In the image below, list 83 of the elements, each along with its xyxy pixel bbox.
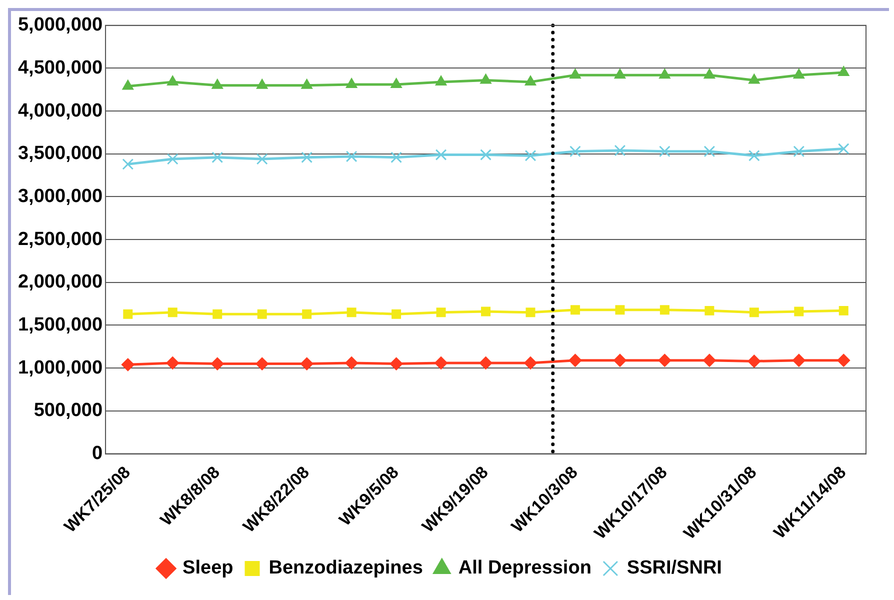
point <box>838 66 850 76</box>
y-tick-label: 5,000,000 <box>18 14 103 36</box>
point <box>256 78 268 89</box>
point <box>479 356 492 370</box>
point <box>302 309 312 319</box>
point <box>390 78 402 88</box>
point <box>256 153 268 165</box>
point <box>435 149 447 160</box>
point <box>568 354 582 367</box>
point <box>168 308 178 318</box>
point <box>122 158 134 170</box>
point <box>166 75 178 86</box>
point <box>570 68 581 79</box>
point <box>346 308 356 318</box>
y-tick-label: 3,000,000 <box>18 186 103 207</box>
legend-label: SSRI/SNRI <box>626 558 722 579</box>
point <box>704 68 716 79</box>
point <box>524 75 536 86</box>
point <box>122 80 134 90</box>
point <box>613 354 626 367</box>
point <box>702 354 716 367</box>
point <box>658 354 672 367</box>
point <box>435 75 447 86</box>
point <box>704 306 714 316</box>
y-tick-label: 1,000,000 <box>18 357 103 378</box>
point <box>166 153 178 165</box>
point <box>390 357 403 370</box>
point <box>434 356 448 370</box>
point <box>792 354 806 367</box>
point <box>704 146 716 158</box>
point <box>838 306 848 316</box>
point <box>793 146 805 158</box>
point <box>301 152 313 164</box>
point <box>390 152 402 164</box>
y-tick-label: 4,000,000 <box>18 100 103 122</box>
point <box>660 305 670 315</box>
point <box>748 354 761 368</box>
point <box>838 143 850 154</box>
point <box>614 144 626 156</box>
point <box>794 306 804 316</box>
point <box>346 78 358 88</box>
point <box>570 146 581 158</box>
point <box>123 309 133 319</box>
point <box>210 357 224 370</box>
y-tick-label: 3,500,000 <box>18 143 103 164</box>
y-tick-label: 4,500,000 <box>18 57 103 78</box>
point <box>166 356 180 370</box>
point <box>748 150 760 162</box>
point <box>480 74 492 84</box>
point <box>436 308 446 318</box>
point <box>481 306 491 316</box>
point <box>300 357 314 370</box>
point <box>659 146 670 158</box>
y-tick-label: 0 <box>92 442 103 464</box>
legend-label: All Depression <box>458 558 592 579</box>
y-tick-label: 1,500,000 <box>18 314 103 336</box>
point <box>256 357 269 370</box>
point <box>212 152 224 164</box>
point <box>837 354 850 367</box>
point <box>345 356 358 370</box>
y-tick-label: 500,000 <box>34 400 103 422</box>
point <box>212 78 224 89</box>
point <box>212 309 222 319</box>
point <box>615 305 625 315</box>
point <box>570 305 580 315</box>
point <box>614 68 626 79</box>
point <box>749 308 759 318</box>
point <box>524 150 536 162</box>
y-tick-label: 2,500,000 <box>18 228 103 250</box>
point <box>659 68 670 79</box>
legend-label: Benzodiazepines <box>268 558 423 579</box>
legend-label: Sleep <box>182 558 234 579</box>
point <box>301 78 313 89</box>
point <box>748 74 760 84</box>
point <box>121 358 134 372</box>
point <box>480 149 492 160</box>
point <box>524 356 537 370</box>
y-tick-label: 2,000,000 <box>18 272 103 293</box>
point <box>257 309 267 319</box>
point <box>392 309 402 319</box>
point <box>346 150 358 162</box>
point <box>526 308 536 318</box>
point <box>793 68 805 79</box>
